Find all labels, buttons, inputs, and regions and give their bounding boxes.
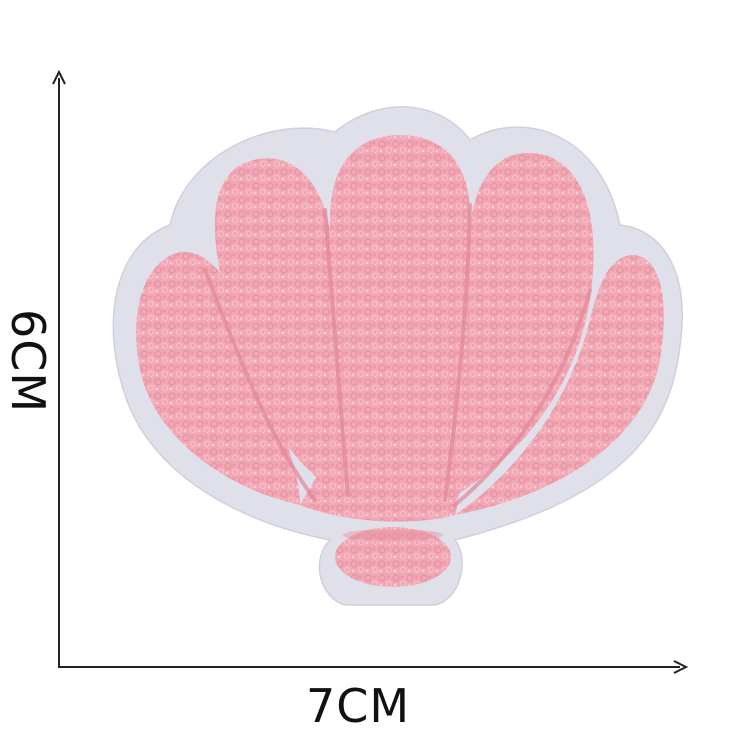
shell-lobe-left-outer bbox=[136, 251, 300, 505]
shell-lobe-right-outer bbox=[455, 255, 664, 515]
vertical-axis-arrowhead bbox=[52, 69, 66, 85]
chenille-shell bbox=[136, 135, 664, 587]
shell-ridge-1 bbox=[203, 268, 317, 502]
shell-fan-base bbox=[300, 430, 460, 522]
horizontal-axis-arrowhead bbox=[673, 660, 689, 674]
shell-hinge-shadow bbox=[343, 529, 443, 541]
width-dimension-label: 7CM bbox=[306, 679, 411, 733]
shell-ridge-2 bbox=[323, 208, 350, 497]
dimension-axes bbox=[52, 69, 689, 674]
shell-ridge-3 bbox=[443, 203, 472, 502]
height-dimension-label: 6CM bbox=[1, 308, 55, 414]
shell-hinge bbox=[335, 527, 451, 587]
shell-lobe-right-inner bbox=[440, 152, 594, 505]
shell-lobe-center bbox=[330, 135, 470, 500]
shell-lobe-left-inner bbox=[214, 158, 345, 501]
shell-ridge-4 bbox=[453, 288, 592, 507]
